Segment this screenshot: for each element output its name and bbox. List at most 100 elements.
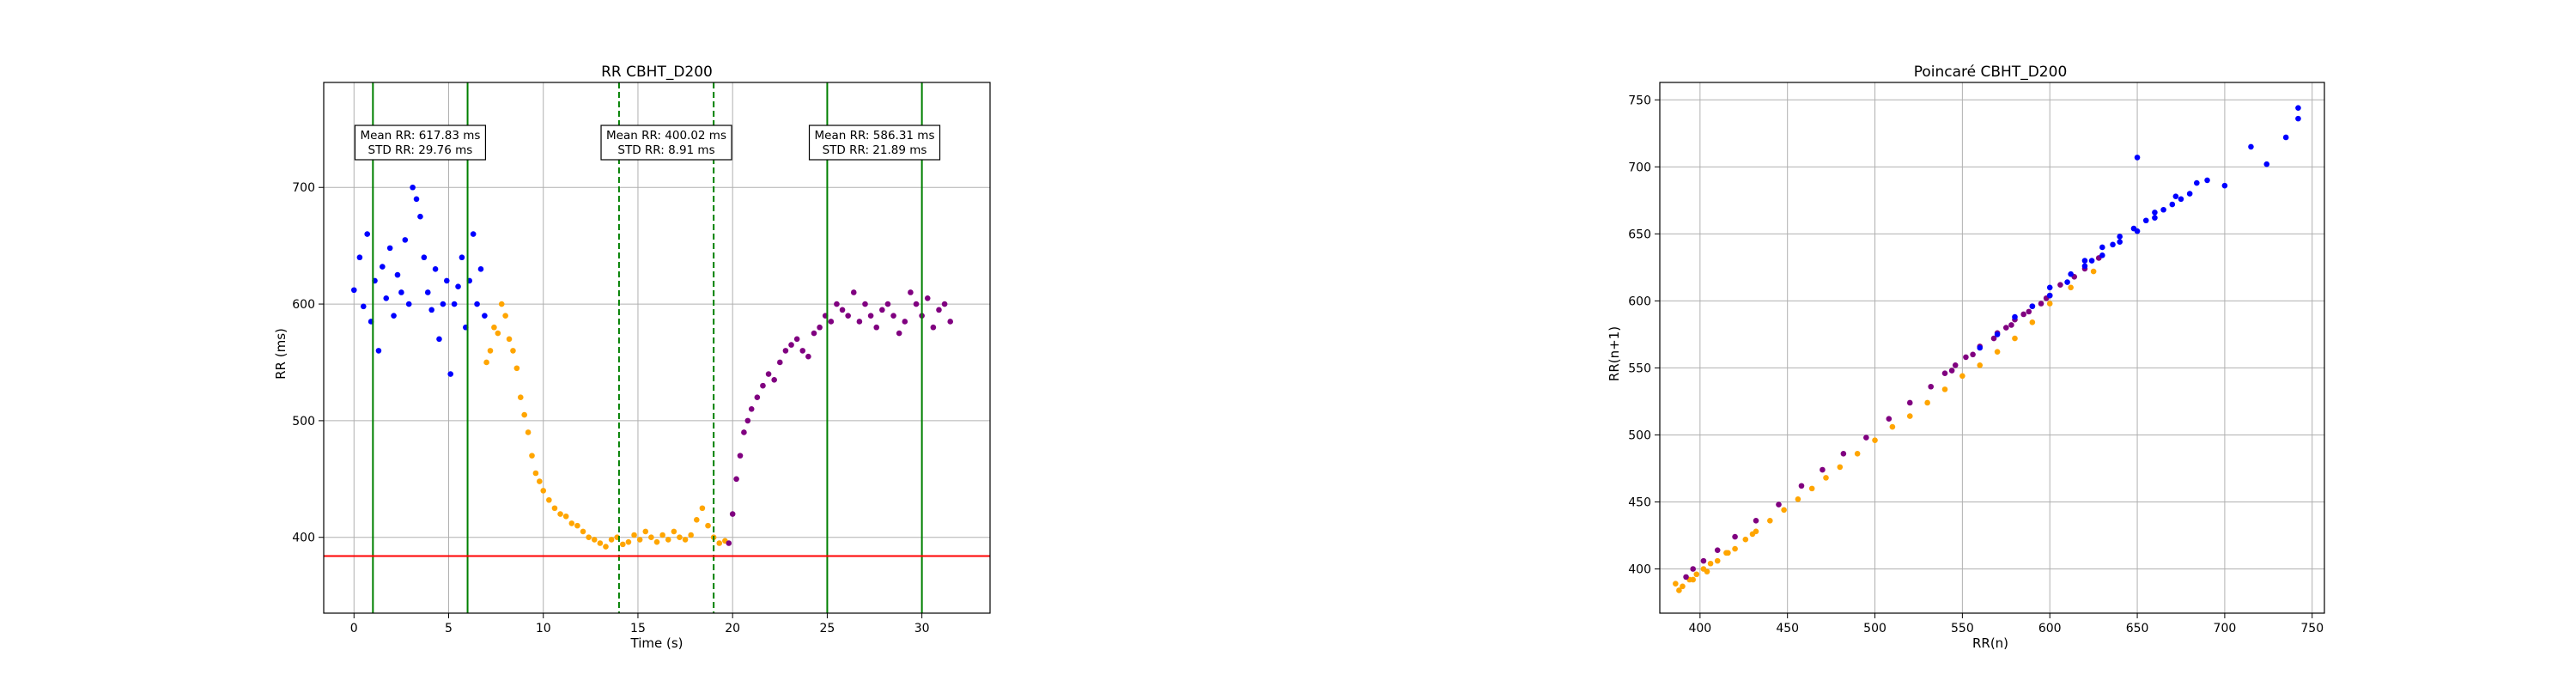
rr-point-s1 xyxy=(659,532,665,538)
rr-point-s1 xyxy=(591,537,598,543)
poincare-point-s2 xyxy=(2172,193,2179,199)
rr-point-s2 xyxy=(947,319,954,325)
rr-point-s2 xyxy=(890,313,896,319)
rr-point-s2 xyxy=(902,319,908,325)
rr-point-s0 xyxy=(356,254,363,261)
rr-point-s2 xyxy=(799,348,806,354)
rr-stats-box xyxy=(354,125,487,161)
poincare-plot-area xyxy=(1673,105,2301,593)
rr-point-s1 xyxy=(513,365,520,372)
rr-point-s2 xyxy=(913,301,920,307)
rr-point-s0 xyxy=(394,271,401,278)
poincare-point-s1 xyxy=(2057,282,2063,288)
rr-point-s0 xyxy=(443,277,450,284)
poincare-point-s2 xyxy=(2186,191,2193,197)
poincare-point-s2 xyxy=(2152,215,2158,221)
poincare-point-s1 xyxy=(1886,416,1893,423)
rr-point-s1 xyxy=(506,336,513,343)
rr-point-s0 xyxy=(451,301,458,307)
poincare-xtick-label: 750 xyxy=(2300,622,2324,635)
poincare-point-s1 xyxy=(1928,383,1935,390)
poincare-point-s0 xyxy=(1742,536,1749,543)
rr-chart-title: RR CBHT_D200 xyxy=(601,64,713,81)
poincare-point-s2 xyxy=(2110,241,2116,248)
rr-point-s2 xyxy=(741,429,747,435)
rr-point-s0 xyxy=(405,301,412,307)
poincare-point-s2 xyxy=(2152,210,2158,216)
rr-point-s0 xyxy=(447,371,454,377)
rr-point-s1 xyxy=(495,330,501,337)
poincare-ytick-label: 700 xyxy=(1628,161,1651,174)
rr-point-s0 xyxy=(424,289,431,295)
poincare-xtick-label: 500 xyxy=(1863,622,1886,635)
rr-ytick-label: 500 xyxy=(292,415,315,429)
poincare-point-s0 xyxy=(1704,568,1710,575)
poincare-point-s1 xyxy=(2038,301,2044,307)
poincare-point-s1 xyxy=(1683,574,1689,581)
rr-point-s1 xyxy=(529,453,535,459)
rr-point-s2 xyxy=(748,406,755,412)
rr-point-s0 xyxy=(391,313,397,319)
rr-point-s1 xyxy=(677,534,683,541)
rr-point-s2 xyxy=(771,377,777,383)
poincare-point-s0 xyxy=(1872,437,1878,443)
rr-xtick-label: 15 xyxy=(630,622,646,635)
poincare-point-s0 xyxy=(2012,335,2018,342)
poincare-frame xyxy=(1659,82,2325,614)
rr-point-s2 xyxy=(834,301,840,307)
rr-point-s0 xyxy=(380,264,386,270)
poincare-ytick-label: 600 xyxy=(1628,295,1651,308)
rr-point-s0 xyxy=(470,231,477,237)
poincare-point-s2 xyxy=(2194,179,2200,186)
poincare-point-s1 xyxy=(1714,547,1721,553)
poincare-chart: Poincaré CBHT_D200 RR(n) RR(n+1) 400 450 5… xyxy=(1607,64,2325,651)
rr-point-s2 xyxy=(850,289,857,295)
poincare-point-s2 xyxy=(2081,263,2088,270)
rr-point-s2 xyxy=(788,342,794,348)
rr-point-s1 xyxy=(521,411,527,418)
rr-xtick-label: 0 xyxy=(350,622,358,635)
rr-point-s1 xyxy=(653,538,660,545)
rr-point-s0 xyxy=(350,287,357,294)
rr-point-s0 xyxy=(432,266,439,272)
rr-stats-box xyxy=(600,125,732,161)
rr-point-s1 xyxy=(597,540,604,546)
poincare-point-s1 xyxy=(2020,311,2026,318)
rr-point-s1 xyxy=(631,532,637,538)
poincare-point-s1 xyxy=(1798,483,1805,489)
rr-point-s2 xyxy=(793,336,800,343)
rr-chart-xlabel: Time (s) xyxy=(630,635,683,651)
rr-point-s1 xyxy=(510,348,516,354)
poincare-point-s0 xyxy=(2046,301,2053,307)
poincare-point-s2 xyxy=(1977,344,1984,351)
poincare-point-s2 xyxy=(2130,225,2137,232)
poincare-point-s0 xyxy=(1941,386,1948,392)
rr-point-s1 xyxy=(580,528,586,535)
poincare-point-s0 xyxy=(1795,496,1801,502)
poincare-point-s0 xyxy=(1680,583,1686,590)
poincare-point-s2 xyxy=(2160,206,2166,213)
poincare-xtick-label: 650 xyxy=(2126,622,2149,635)
rr-point-s2 xyxy=(896,330,902,337)
poincare-ytick-label: 400 xyxy=(1628,563,1651,577)
poincare-point-s0 xyxy=(1781,507,1787,514)
poincare-point-s2 xyxy=(2221,182,2228,189)
rr-point-s1 xyxy=(586,534,592,541)
poincare-point-s2 xyxy=(2282,134,2289,141)
rr-point-s2 xyxy=(884,301,891,307)
rr-point-s0 xyxy=(482,313,488,319)
poincare-point-s0 xyxy=(1732,545,1738,552)
rr-point-s1 xyxy=(491,324,497,331)
poincare-point-s1 xyxy=(1840,450,1847,457)
rr-point-s0 xyxy=(455,283,461,289)
rr-chart-ylabel: RR (ms) xyxy=(273,328,289,380)
poincare-point-s1 xyxy=(1970,351,1976,358)
rr-xtick-label: 25 xyxy=(819,622,835,635)
poincare-point-s0 xyxy=(1673,581,1679,587)
rr-point-s2 xyxy=(908,289,914,295)
rr-point-s1 xyxy=(546,496,552,503)
poincare-point-s2 xyxy=(2088,258,2095,264)
rr-point-s1 xyxy=(642,528,649,535)
